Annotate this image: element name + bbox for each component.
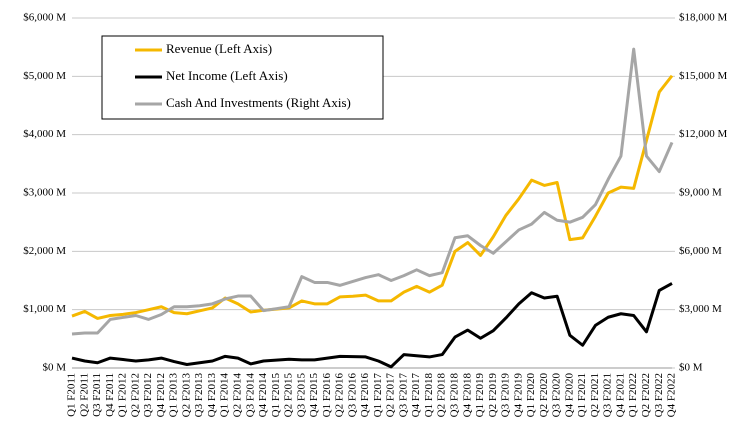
y2-tick-label: $9,000 M xyxy=(679,187,722,199)
x-tick-label: Q3 F2018 xyxy=(449,373,461,418)
x-tick-label: Q2 F2015 xyxy=(283,373,295,418)
x-tick-label: Q4 F2021 xyxy=(614,373,626,417)
x-tick-label: Q1 F2019 xyxy=(474,373,486,418)
x-tick-label: Q2 F2011 xyxy=(78,373,90,417)
y-tick-label: $4,000 M xyxy=(23,128,66,140)
x-tick-label: Q2 F2016 xyxy=(334,373,346,418)
x-tick-label: Q2 F2020 xyxy=(538,373,550,418)
series-line xyxy=(71,282,673,369)
x-tick-label: Q1 F2017 xyxy=(372,373,384,418)
x-tick-label: Q4 F2015 xyxy=(308,373,320,418)
y-tick-label: $3,000 M xyxy=(23,187,66,199)
y-tick-label: $0 M xyxy=(42,362,66,374)
x-tick-label: Q2 F2022 xyxy=(640,373,652,417)
x-tick-label: Q3 F2013 xyxy=(193,373,205,418)
x-tick-label: Q4 F2017 xyxy=(410,373,422,418)
y2-tick-label: $3,000 M xyxy=(679,303,722,315)
x-tick-label: Q2 F2013 xyxy=(180,373,192,418)
x-tick-label: Q1 F2014 xyxy=(219,373,231,418)
x-tick-label: Q4 F2011 xyxy=(104,373,116,417)
x-tick-label: Q4 F2018 xyxy=(461,373,473,418)
x-tick-label: Q4 F2022 xyxy=(666,373,678,417)
x-tick-label: Q3 F2014 xyxy=(244,373,256,418)
x-tick-label: Q1 F2015 xyxy=(270,373,282,418)
x-tick-label: Q4 F2020 xyxy=(563,373,575,418)
x-tick-label: Q3 F2011 xyxy=(91,373,103,417)
x-tick-label: Q3 F2020 xyxy=(551,373,563,418)
x-tick-label: Q3 F2021 xyxy=(602,373,614,417)
x-tick-label: Q4 F2012 xyxy=(155,373,167,417)
x-tick-label: Q4 F2019 xyxy=(512,373,524,418)
x-tick-label: Q1 F2011 xyxy=(66,373,78,417)
x-tick-label: Q2 F2021 xyxy=(589,373,601,417)
x-tick-label: Q3 F2015 xyxy=(295,373,307,418)
x-tick-label: Q4 F2014 xyxy=(257,373,269,418)
legend-label: Revenue (Left Axis) xyxy=(166,41,272,56)
y2-tick-label: $18,000 M xyxy=(679,12,728,24)
y2-tick-label: $6,000 M xyxy=(679,245,722,257)
legend-label: Net Income (Left Axis) xyxy=(166,68,288,83)
x-tick-label: Q1 F2012 xyxy=(117,373,129,417)
x-tick-label: Q2 F2019 xyxy=(487,373,499,418)
y2-tick-label: $12,000 M xyxy=(679,128,728,140)
x-tick-label: Q4 F2016 xyxy=(359,373,371,418)
x-tick-label: Q2 F2014 xyxy=(231,373,243,418)
x-tick-label: Q3 F2012 xyxy=(142,373,154,417)
x-tick-label: Q1 F2020 xyxy=(525,373,537,418)
y-tick-label: $1,000 M xyxy=(23,303,66,315)
x-tick-label: Q2 F2017 xyxy=(385,373,397,418)
y-tick-label: $6,000 M xyxy=(23,12,66,24)
y2-tick-label: $15,000 M xyxy=(679,70,728,82)
x-tick-label: Q1 F2022 xyxy=(627,373,639,417)
x-tick-label: Q2 F2012 xyxy=(129,373,141,417)
x-tick-label: Q1 F2021 xyxy=(576,373,588,417)
x-tick-label: Q1 F2016 xyxy=(321,373,333,418)
y-tick-label: $5,000 M xyxy=(23,70,66,82)
y2-tick-label: $0 M xyxy=(679,362,703,374)
x-tick-label: Q2 F2018 xyxy=(436,373,448,418)
series-line xyxy=(71,74,674,320)
x-tick-label: Q1 F2018 xyxy=(423,373,435,418)
y-tick-label: $2,000 M xyxy=(23,245,66,257)
legend-label: Cash And Investments (Right Axis) xyxy=(166,95,351,110)
x-tick-label: Q3 F2017 xyxy=(397,373,409,418)
x-tick-label: Q4 F2013 xyxy=(206,373,218,418)
x-tick-label: Q3 F2022 xyxy=(653,373,665,417)
x-tick-label: Q1 F2013 xyxy=(168,373,180,418)
x-tick-label: Q3 F2019 xyxy=(500,373,512,418)
x-tick-label: Q3 F2016 xyxy=(346,373,358,418)
series-line xyxy=(71,47,674,336)
